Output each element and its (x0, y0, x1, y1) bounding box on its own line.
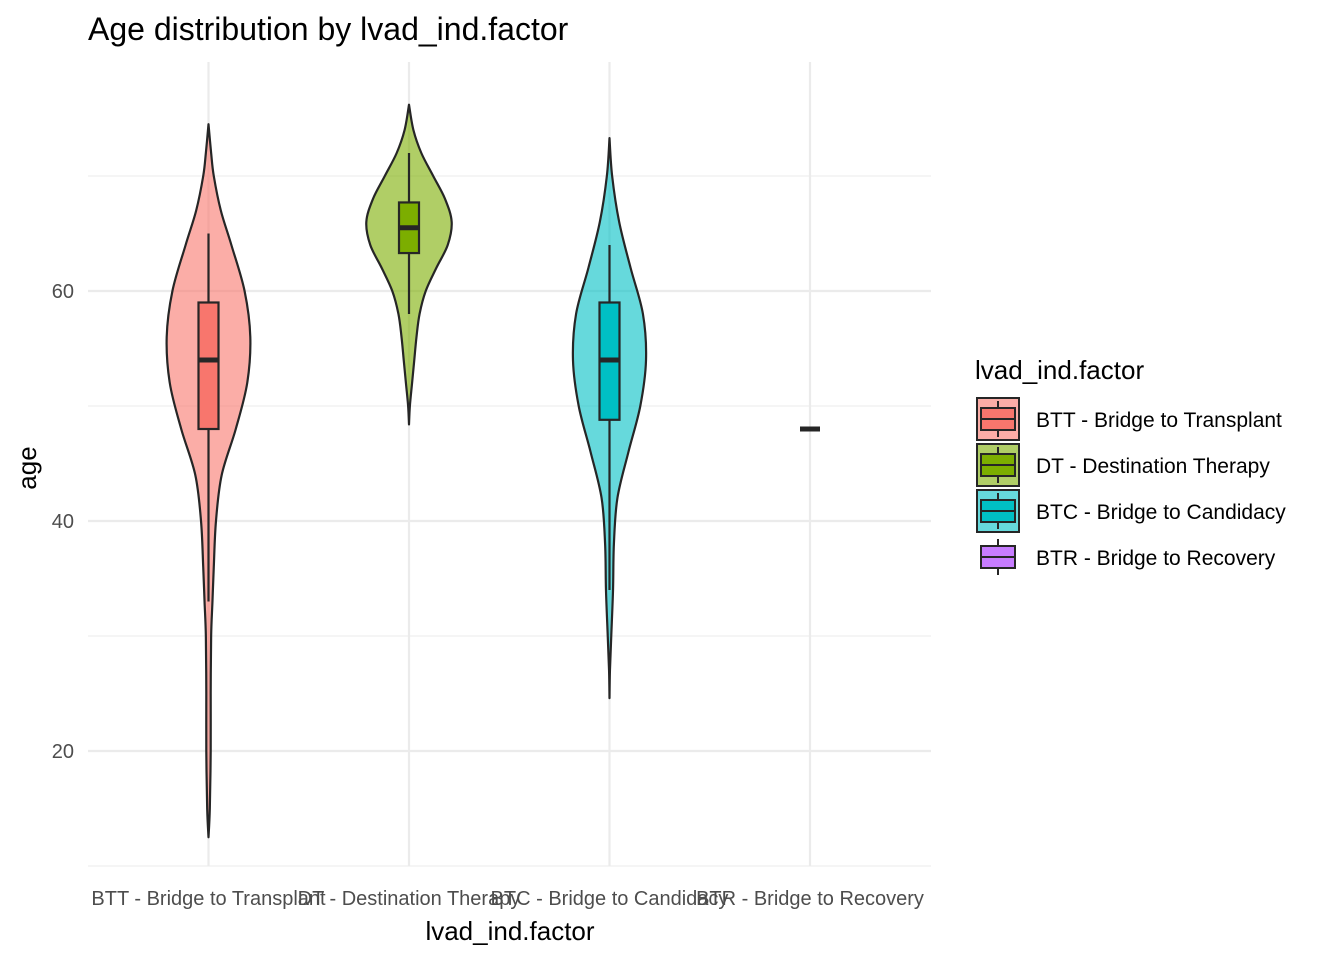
violin-group (165, 123, 252, 839)
legend-item: DT - Destination Therapy (976, 443, 1270, 487)
legend-item: BTR - Bridge to Recovery (980, 539, 1276, 575)
x-tick-label: DT - Destination Therapy (298, 888, 521, 910)
x-tick-label: BTR - Bridge to Recovery (696, 888, 924, 910)
y-axis-title: age (12, 446, 42, 489)
violin-group (365, 103, 453, 426)
boxplot-box (197, 301, 220, 431)
legend-item: BTT - Bridge to Transplant (976, 397, 1282, 441)
y-tick-label: 40 (52, 511, 74, 533)
legend-label: BTC - Bridge to Candidacy (1036, 501, 1286, 524)
y-tick-label: 20 (52, 741, 74, 763)
legend-label: BTT - Bridge to Transplant (1036, 409, 1282, 432)
y-tick-label: 60 (52, 281, 74, 303)
x-tick-label: BTC - Bridge to Candidacy (491, 888, 729, 910)
legend: lvad_ind.factor BTT - Bridge to Transpla… (975, 355, 1286, 575)
chart-title: Age distribution by lvad_ind.factor (88, 11, 569, 47)
legend-title: lvad_ind.factor (975, 355, 1144, 385)
legend-item: BTC - Bridge to Candidacy (976, 489, 1286, 533)
x-axis-title: lvad_ind.factor (425, 916, 594, 946)
legend-label: BTR - Bridge to Recovery (1036, 547, 1276, 570)
violin-group (571, 136, 648, 700)
legend-label: DT - Destination Therapy (1036, 455, 1270, 478)
x-tick-label: BTT - Bridge to Transplant (91, 888, 326, 910)
